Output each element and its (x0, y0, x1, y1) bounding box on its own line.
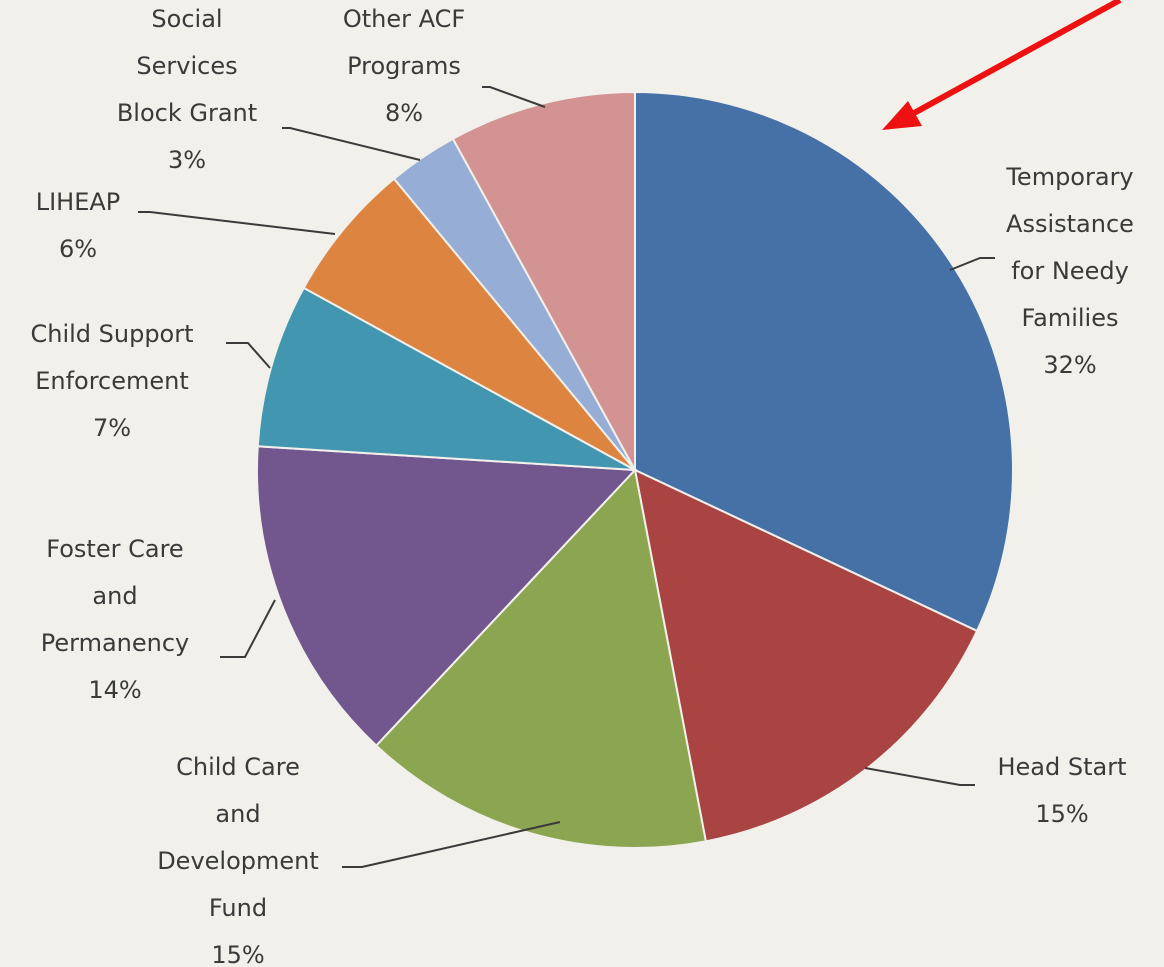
slice-label-foster-care-and-permanency: Foster Care and Permanency 14% (41, 535, 190, 704)
slice-name-line: Enforcement (35, 367, 189, 395)
slice-name-line: Fund (209, 894, 267, 922)
leader-line-other-acf-programs (482, 86, 546, 108)
slice-labels: Temporary Assistance for Needy Families 32% H… (30, 5, 1133, 967)
pie-slice-child-care-and-development-fund (374, 467, 707, 849)
red-arrow-annotation (882, 0, 1122, 130)
leader-line-child-care-and-development-fund (342, 821, 561, 868)
arrow-head (882, 101, 922, 130)
pie-slice-foster-care-and-permanency (256, 445, 638, 747)
slice-value-label: 15% (1035, 800, 1088, 828)
pie-slice-child-support-enforcement (256, 286, 636, 471)
slice-name-line: Development (157, 847, 319, 875)
slice-value-label: 14% (88, 676, 141, 704)
slice-name-line: Programs (347, 52, 461, 80)
slice-value-label: 7% (93, 414, 131, 442)
leader-line-temporary-assistance-for-needy-families (949, 257, 995, 271)
slice-name-line: Block Grant (117, 99, 257, 127)
leader-line-liheap (138, 211, 336, 235)
leader-line-foster-care-and-permanency (220, 599, 276, 658)
slice-name-line: LIHEAP (36, 188, 121, 216)
slice-name-line: Temporary (1005, 163, 1133, 191)
slice-label-child-care-and-development-fund: Child Care and Development Fund 15% (157, 753, 319, 967)
slice-name-line: and (215, 800, 260, 828)
slice-value-label: 15% (211, 941, 264, 967)
slice-name-line: Assistance (1006, 210, 1134, 238)
slice-name-line: Other ACF (343, 5, 465, 33)
slice-value-label: 6% (59, 235, 97, 263)
slice-name-line: Child Care (176, 753, 300, 781)
slice-name-line: and (92, 582, 137, 610)
leader-line-head-start (864, 767, 975, 786)
leader-line-child-support-enforcement (226, 342, 271, 369)
arrow-shaft (903, 0, 1122, 121)
slice-value-label: 8% (385, 99, 423, 127)
pie-slices (256, 90, 1014, 849)
slice-name-line: Services (136, 52, 237, 80)
slice-label-child-support-enforcement: Child Support Enforcement 7% (30, 320, 193, 442)
slice-label-other-acf-programs: Other ACF Programs 8% (343, 5, 465, 127)
slice-label-social-services-block-grant: Social Services Block Grant 3% (117, 5, 257, 174)
slice-label-liheap: LIHEAP 6% (36, 188, 121, 263)
slice-name-line: Head Start (997, 753, 1126, 781)
slice-name-line: Child Support (30, 320, 193, 348)
slice-name-line: Permanency (41, 629, 190, 657)
slice-label-head-start: Head Start 15% (997, 753, 1126, 828)
slice-name-line: Families (1022, 304, 1119, 332)
leader-line-social-services-block-grant (282, 127, 421, 161)
slice-name-line: for Needy (1011, 257, 1129, 285)
slice-name-line: Social (151, 5, 222, 33)
slice-label-temporary-assistance-for-needy-families: Temporary Assistance for Needy Families 32% (1005, 163, 1134, 379)
slice-value-label: 3% (168, 146, 206, 174)
slice-value-label: 32% (1043, 351, 1096, 379)
leader-lines (138, 86, 995, 868)
pie-slice-other-acf-programs (451, 90, 636, 471)
slice-name-line: Foster Care (46, 535, 183, 563)
pie-slice-liheap (302, 177, 636, 471)
